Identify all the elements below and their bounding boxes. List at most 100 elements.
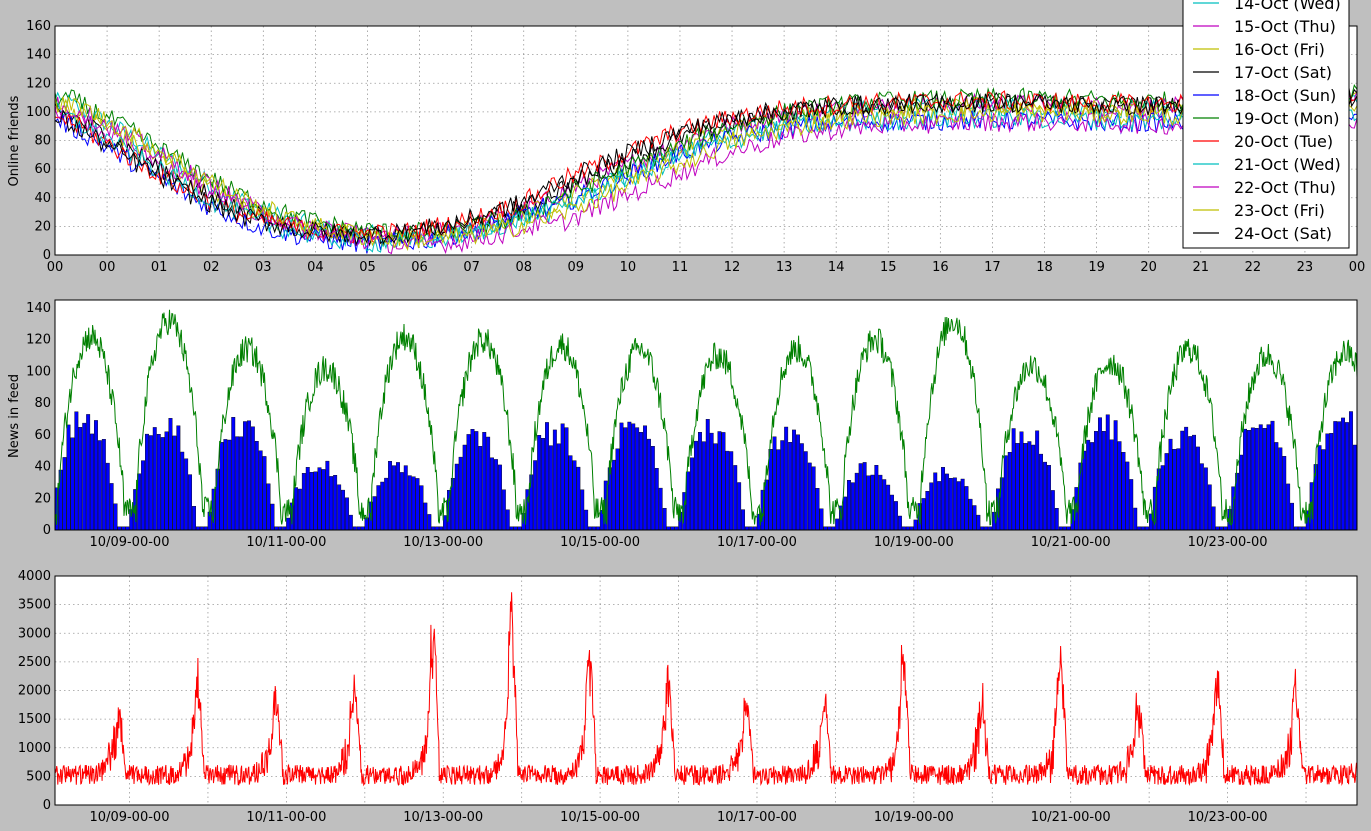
news-bar [564, 427, 569, 531]
news-bar [792, 429, 796, 531]
news-bar [164, 431, 169, 531]
news-in-feed-x-tick-label: 10/23-00-00 [1188, 535, 1268, 550]
series-line-23-Oct (Fri) [54, 96, 1358, 252]
news-bar [235, 436, 240, 531]
news-bar [1184, 426, 1189, 531]
activity-series-line [54, 592, 1358, 787]
news-bar [952, 477, 957, 531]
online-friends-x-tick-label: 23 [1297, 260, 1314, 275]
legend-label: 22-Oct (Thu) [1234, 178, 1336, 197]
online-friends-x-tick-label: 00 [99, 260, 116, 275]
news-bar [658, 487, 663, 531]
news-bar [1325, 433, 1330, 531]
news-bar [1290, 502, 1295, 531]
online-friends-y-tick-label: 100 [26, 105, 51, 120]
news-bar [227, 439, 232, 531]
news-in-feed-panel: 0 20 40 60 80 100 120 140 10/09-00-00 10/11-00-0… [7, 299, 1358, 550]
news-bar [109, 483, 114, 531]
news-bar [968, 498, 973, 531]
news-bar [835, 518, 840, 531]
online-friends-x-tick-label: 20 [1140, 260, 1157, 275]
news-bar [246, 420, 251, 531]
news-bar [713, 443, 718, 531]
activity-y-tick-label: 500 [26, 769, 51, 784]
news-bar [1086, 439, 1091, 531]
news-bar [423, 502, 428, 531]
news-bar [345, 497, 349, 531]
news-bar [1105, 414, 1110, 531]
news-bar [568, 455, 573, 531]
legend-label: 23-Oct (Fri) [1234, 201, 1325, 220]
activity-x-tick-label: 10/21-00-00 [1031, 810, 1111, 825]
news-bar [552, 429, 557, 531]
news-bar [1093, 431, 1098, 531]
news-bar [490, 457, 494, 531]
news-in-feed-y-tick-label: 120 [26, 333, 51, 348]
news-bar [799, 443, 804, 531]
news-bar [1278, 447, 1283, 531]
activity-x-tick-label: 10/13-00-00 [403, 810, 483, 825]
online-friends-y-tick-label: 120 [26, 76, 51, 91]
news-bar [548, 445, 553, 531]
news-bar [533, 460, 538, 531]
news-in-feed-y-tick-label: 80 [34, 396, 51, 411]
news-bar [541, 438, 545, 531]
online-friends-x-tick-label: 18 [1036, 260, 1053, 275]
news-bar [70, 437, 75, 531]
news-bar [239, 436, 244, 531]
news-bar [1254, 428, 1259, 531]
activity-frame [54, 575, 1358, 806]
news-bar [141, 460, 146, 531]
news-bar [1007, 452, 1012, 531]
news-bar [1121, 452, 1126, 531]
news-bar [941, 467, 945, 531]
news-bar [796, 434, 800, 531]
news-bar [250, 426, 255, 531]
news-bar [733, 465, 738, 531]
online-friends-y-tick-label: 60 [34, 162, 51, 177]
news-in-feed-y-tick-label: 20 [34, 491, 51, 506]
news-bar [878, 474, 883, 531]
news-in-feed-line [54, 309, 1358, 527]
online-friends-series [54, 83, 1358, 255]
news-bar [188, 474, 193, 531]
news-bar [1188, 436, 1193, 531]
news-bar [1031, 444, 1036, 531]
news-bar [1192, 434, 1197, 531]
news-bar [388, 461, 392, 531]
news-bar [650, 446, 655, 531]
news-bar [470, 429, 475, 531]
news-bar [474, 431, 479, 531]
news-bar [1262, 428, 1267, 531]
news-bar [384, 477, 389, 531]
news-bar [850, 482, 855, 531]
news-bar [329, 476, 334, 531]
news-in-feed-frame [54, 299, 1358, 531]
news-bar [1109, 439, 1114, 531]
activity-x-tick-label: 10/19-00-00 [874, 810, 954, 825]
news-bar [305, 467, 310, 531]
news-bar [705, 419, 710, 531]
activity-y-tick-label: 3500 [18, 598, 51, 613]
legend-label: 19-Oct (Mon) [1234, 109, 1340, 128]
news-bar [1274, 442, 1279, 531]
legend-label: 18-Oct (Sun) [1234, 86, 1336, 105]
news-bar [266, 483, 271, 531]
news-bar [396, 462, 400, 531]
news-bar [898, 515, 902, 531]
news-bar [1329, 433, 1334, 531]
news-bar [454, 463, 459, 531]
series-line-24-Oct (Sat) [54, 86, 1358, 247]
news-bar [1101, 431, 1106, 531]
news-bar [698, 432, 702, 531]
activity-x-tick-label: 10/11-00-00 [246, 810, 326, 825]
online-friends-x-tick-label: 09 [568, 260, 585, 275]
news-bar [611, 459, 616, 531]
news-bar [321, 469, 326, 531]
news-bar [505, 509, 510, 531]
news-bar [486, 436, 491, 531]
news-in-feed-x-tick-label: 10/17-00-00 [717, 535, 797, 550]
news-bar [498, 464, 502, 531]
news-bar [1282, 456, 1287, 531]
news-in-feed-x-tick-label: 10/15-00-00 [560, 535, 640, 550]
